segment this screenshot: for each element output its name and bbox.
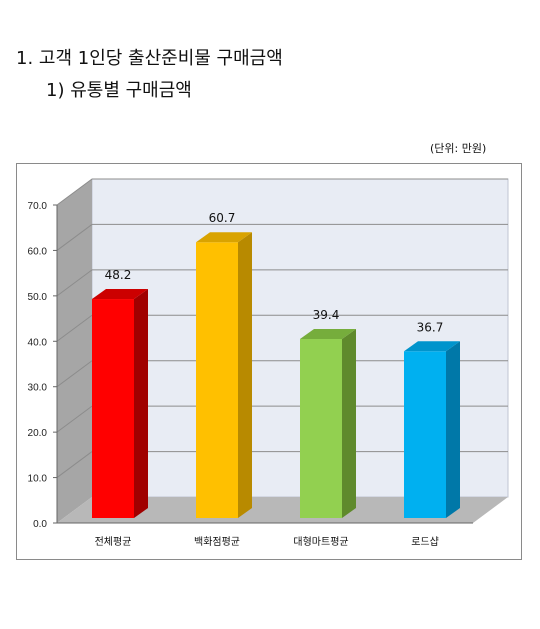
bar xyxy=(92,299,134,518)
y-tick-label: 10.0 xyxy=(28,474,48,485)
data-label: 36.7 xyxy=(417,320,444,334)
chart-floor xyxy=(57,497,508,523)
y-tick-label: 50.0 xyxy=(28,292,48,303)
data-label: 39.4 xyxy=(313,308,340,322)
gridline-side xyxy=(56,224,93,251)
data-label: 48.2 xyxy=(105,268,132,282)
bar-top xyxy=(196,232,252,243)
x-tick-label: 백화점평균 xyxy=(194,536,240,548)
bar-top xyxy=(92,289,148,300)
gridline-side xyxy=(56,269,93,297)
gridline-side xyxy=(56,451,93,478)
gridline-side xyxy=(56,405,93,433)
bar xyxy=(404,351,446,518)
gridline-side xyxy=(56,178,93,206)
gridline-side xyxy=(56,360,93,388)
bar xyxy=(300,339,342,518)
chart-side-wall xyxy=(57,179,92,523)
y-tick-label: 70.0 xyxy=(28,201,48,212)
data-label: 60.7 xyxy=(209,211,236,225)
y-tick-label: 0.0 xyxy=(33,519,47,530)
bar-side xyxy=(342,329,356,518)
bar-side xyxy=(238,232,252,518)
bar-top xyxy=(404,341,460,352)
x-tick-label: 대형마트평균 xyxy=(293,536,348,548)
chart-frame xyxy=(16,163,522,560)
bar-side xyxy=(134,289,148,518)
section-subtitle: 1) 유통별 구매금액 xyxy=(46,80,192,101)
gridline-side xyxy=(56,314,93,342)
unit-label: (단위: 만원) xyxy=(430,142,487,155)
bar xyxy=(196,242,238,518)
bar-top xyxy=(300,329,356,340)
y-tick-label: 40.0 xyxy=(28,337,48,348)
y-tick-label: 60.0 xyxy=(28,246,48,257)
section-title: 1. 고객 1인당 출산준비물 구매금액 xyxy=(16,48,283,69)
x-tick-label: 로드샵 xyxy=(411,536,439,548)
bar-side xyxy=(446,341,460,518)
y-tick-label: 20.0 xyxy=(28,428,48,439)
x-tick-label: 전체평균 xyxy=(95,536,132,548)
y-tick-label: 30.0 xyxy=(28,383,48,394)
